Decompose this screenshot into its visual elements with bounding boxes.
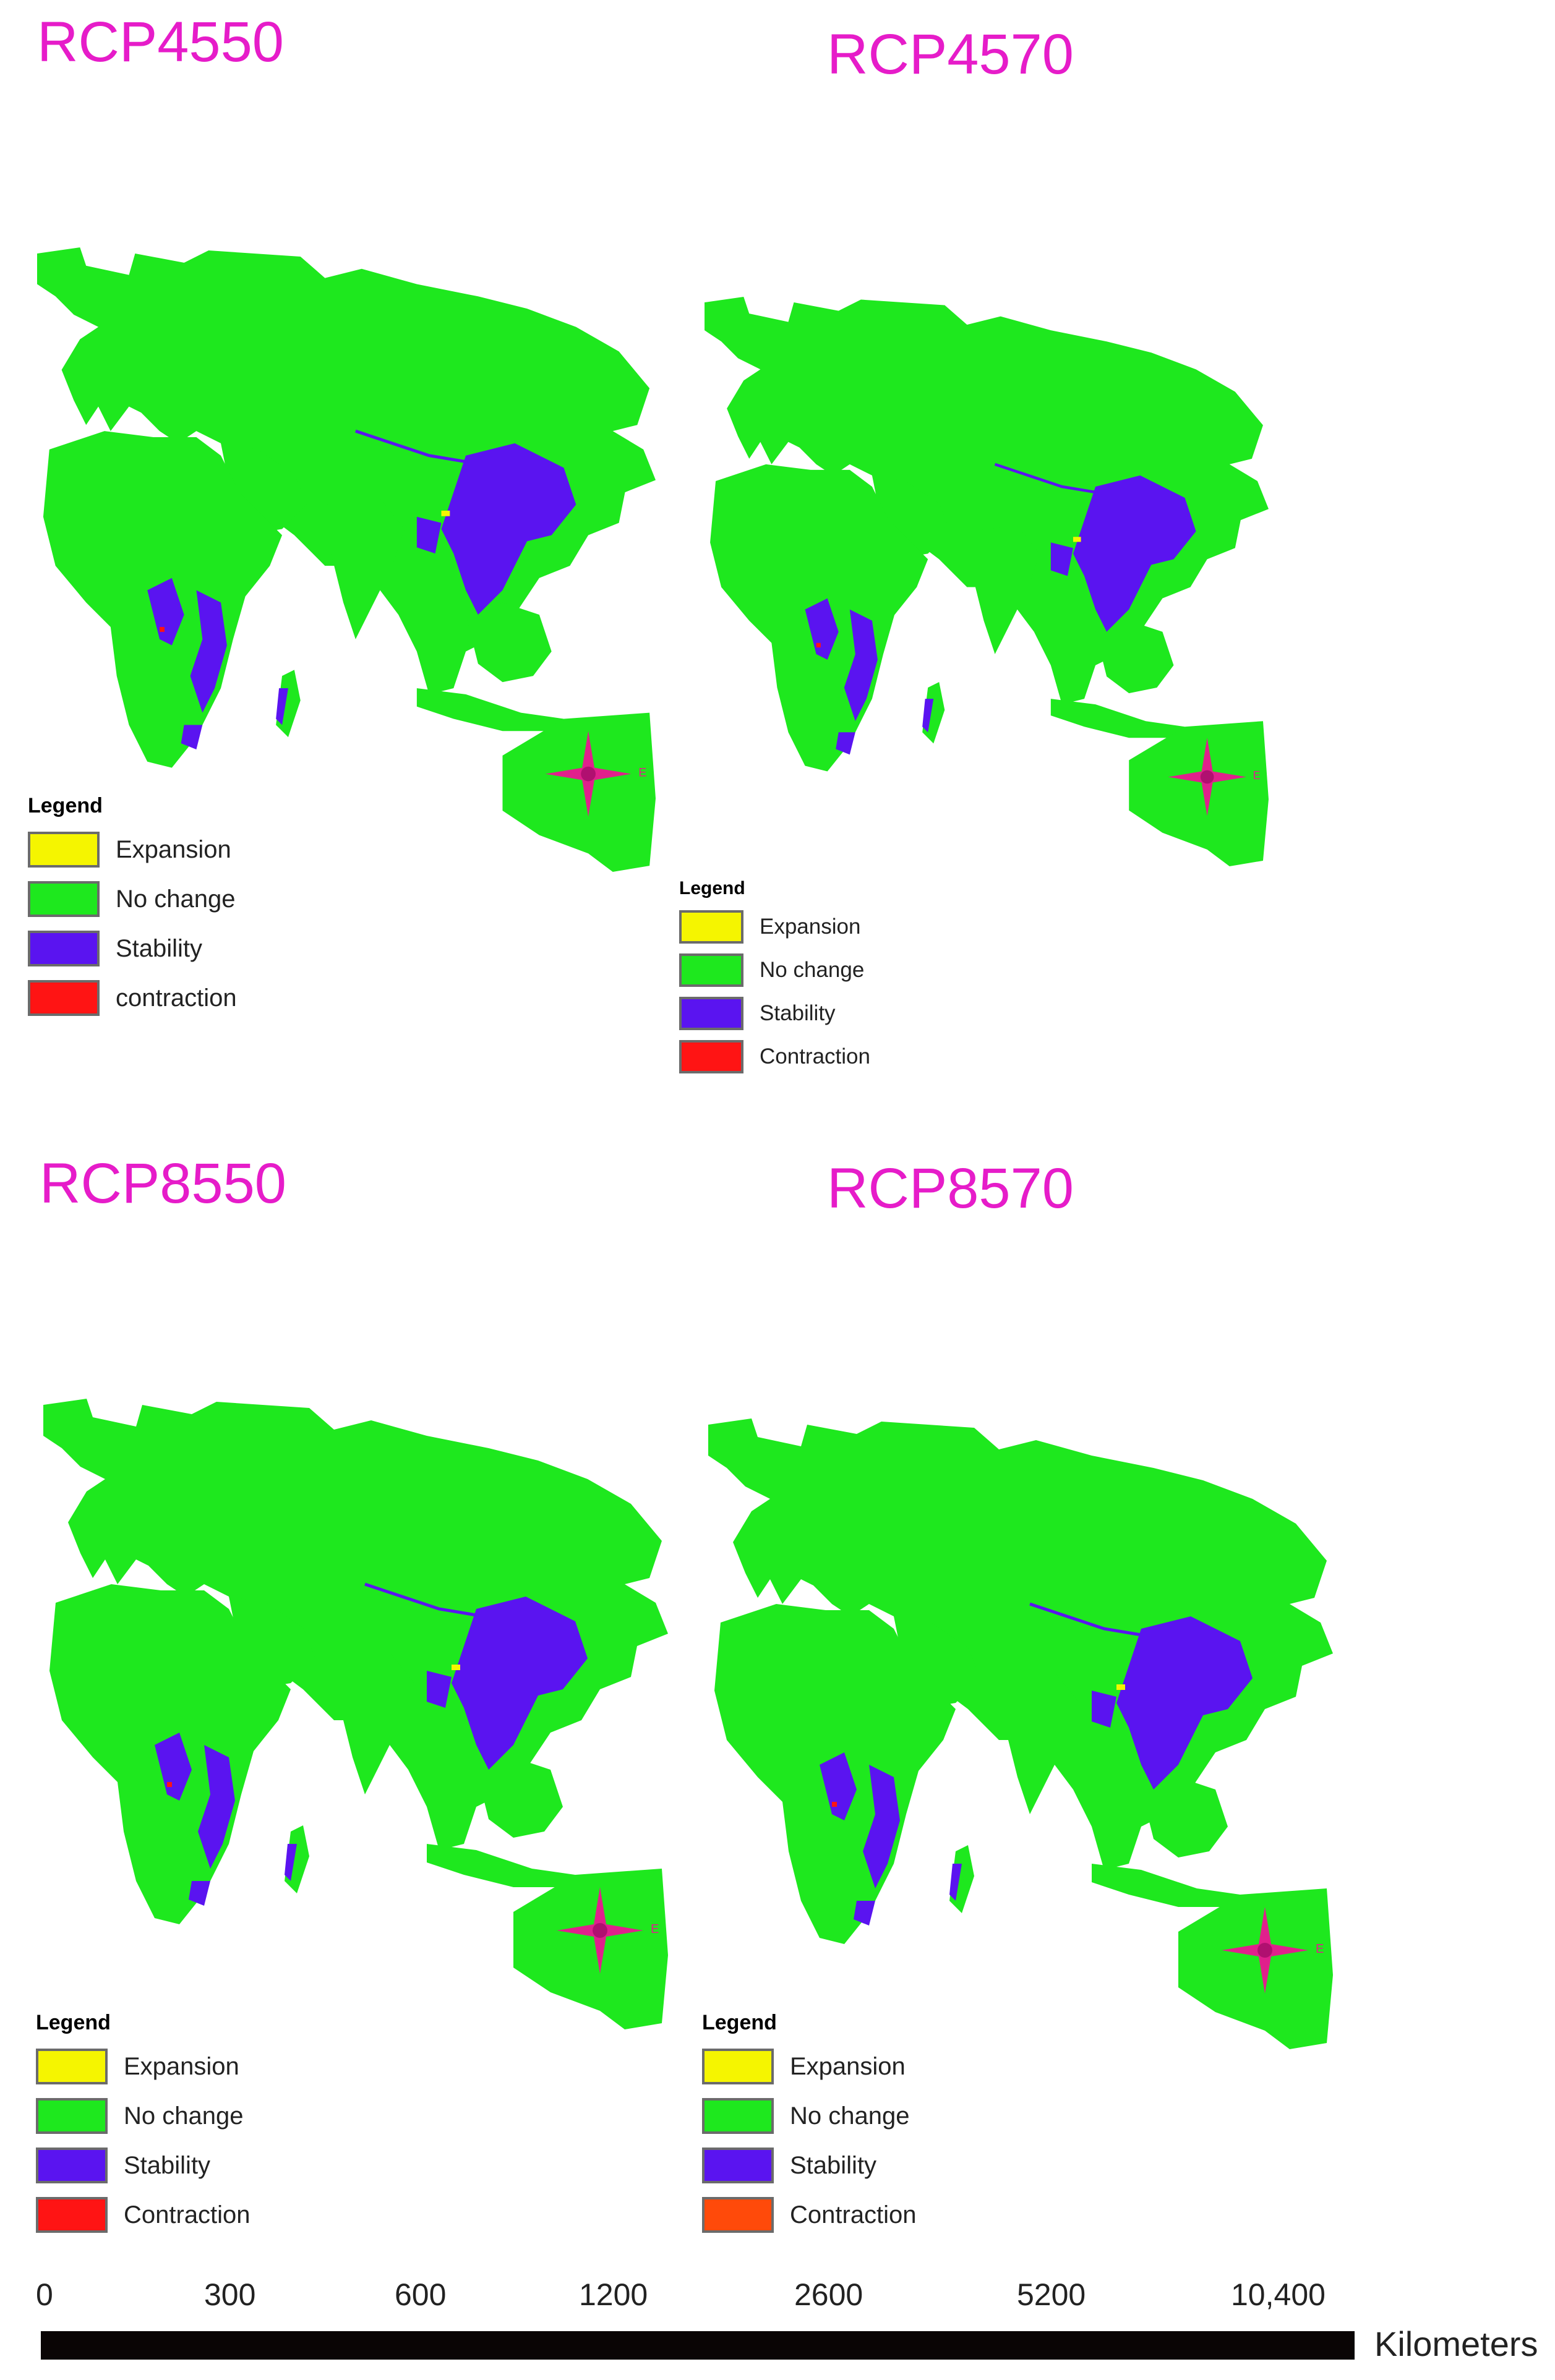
legend-item-no-change: No change: [702, 2098, 917, 2134]
legend-label: Contraction: [790, 2201, 917, 2229]
compass-east-letter: E: [651, 1922, 659, 1936]
legend-label: Contraction: [760, 1044, 870, 1068]
legend-label: Stability: [116, 934, 203, 962]
scale-tick-label: 300: [204, 2277, 256, 2312]
legend-rcp8550: Legend Expansion No change Stability Con…: [36, 2011, 251, 2246]
contraction-swatch: [36, 2197, 108, 2233]
legend-title: Legend: [36, 2011, 111, 2034]
legend-label: Expansion: [124, 2052, 239, 2080]
world-map-rcp8570: E: [699, 1418, 1342, 2055]
scale-tick-label: 5200: [1017, 2277, 1086, 2312]
legend-label: Stability: [124, 2151, 211, 2179]
compass-east-letter: E: [1316, 1942, 1324, 1956]
legend-item-contraction: Contraction: [679, 1040, 870, 1073]
scale-bar: [41, 2331, 1355, 2360]
scale-tick-label: 600: [395, 2277, 447, 2312]
legend-item-no-change: No change: [28, 881, 237, 917]
legend-item-stability: Stability: [36, 2148, 251, 2183]
legend-item-contraction: Contraction: [36, 2197, 251, 2233]
legend-label: No change: [116, 885, 236, 913]
map-title-rcp8550: RCP8550: [40, 1152, 286, 1215]
legend-item-no-change: No change: [36, 2098, 251, 2134]
legend-item-no-change: No change: [679, 953, 870, 987]
scale-tick-label: 2600: [794, 2277, 863, 2312]
legend-label: No change: [790, 2102, 910, 2130]
contraction-swatch: [702, 2197, 774, 2233]
legend-label: No change: [760, 958, 865, 982]
stability-swatch: [679, 997, 743, 1030]
stability-swatch: [36, 2148, 108, 2183]
expansion-swatch: [28, 832, 100, 868]
no-change-swatch: [36, 2098, 108, 2134]
legend-item-expansion: Expansion: [679, 910, 870, 944]
expansion-swatch: [702, 2049, 774, 2084]
scale-tick-label: 10,400: [1231, 2277, 1326, 2312]
contraction-swatch: [28, 980, 100, 1016]
scale-tick-label: 1200: [579, 2277, 648, 2312]
legend-item-expansion: Expansion: [36, 2049, 251, 2084]
no-change-swatch: [679, 953, 743, 987]
legend-label: Stability: [790, 2151, 877, 2179]
legend-item-stability: Stability: [28, 931, 237, 966]
legend-label: Contraction: [124, 2201, 251, 2229]
contraction-swatch: [679, 1040, 743, 1073]
legend-label: No change: [124, 2102, 244, 2130]
legend-item-contraction: Contraction: [702, 2197, 917, 2233]
legend-item-expansion: Expansion: [702, 2049, 917, 2084]
expansion-swatch: [36, 2049, 108, 2084]
world-map-rcp4570: E: [677, 297, 1296, 872]
stability-swatch: [28, 931, 100, 966]
legend-item-stability: Stability: [679, 997, 870, 1030]
legend-item-stability: Stability: [702, 2148, 917, 2183]
legend-item-contraction: contraction: [28, 980, 237, 1016]
compass-east-letter: E: [1253, 769, 1261, 782]
legend-label: Expansion: [790, 2052, 906, 2080]
legend-title: Legend: [28, 794, 103, 817]
world-map-rcp8550: E: [31, 1399, 680, 2036]
legend-rcp4570: Legend Expansion No change Stability Con…: [679, 878, 870, 1083]
world-map-rcp4550: E: [37, 247, 656, 878]
no-change-swatch: [702, 2098, 774, 2134]
legend-item-expansion: Expansion: [28, 832, 237, 868]
map-title-rcp8570: RCP8570: [827, 1157, 1074, 1220]
compass-east-letter: E: [638, 766, 646, 780]
scale-unit-label: Kilometers: [1374, 2324, 1538, 2363]
legend-rcp4550: Legend Expansion No change Stability con…: [28, 794, 237, 1030]
legend-title: Legend: [702, 2011, 777, 2034]
map-title-rcp4550: RCP4550: [37, 11, 284, 74]
scale-tick-label: 0: [36, 2277, 53, 2312]
expansion-swatch: [679, 910, 743, 944]
map-title-rcp4570: RCP4570: [827, 23, 1074, 86]
no-change-swatch: [28, 881, 100, 917]
legend-label: Stability: [760, 1001, 836, 1025]
legend-title: Legend: [679, 878, 745, 898]
stability-swatch: [702, 2148, 774, 2183]
legend-label: contraction: [116, 984, 237, 1012]
legend-label: Expansion: [760, 915, 861, 939]
legend-rcp8570: Legend Expansion No change Stability Con…: [702, 2011, 917, 2246]
legend-label: Expansion: [116, 835, 231, 863]
